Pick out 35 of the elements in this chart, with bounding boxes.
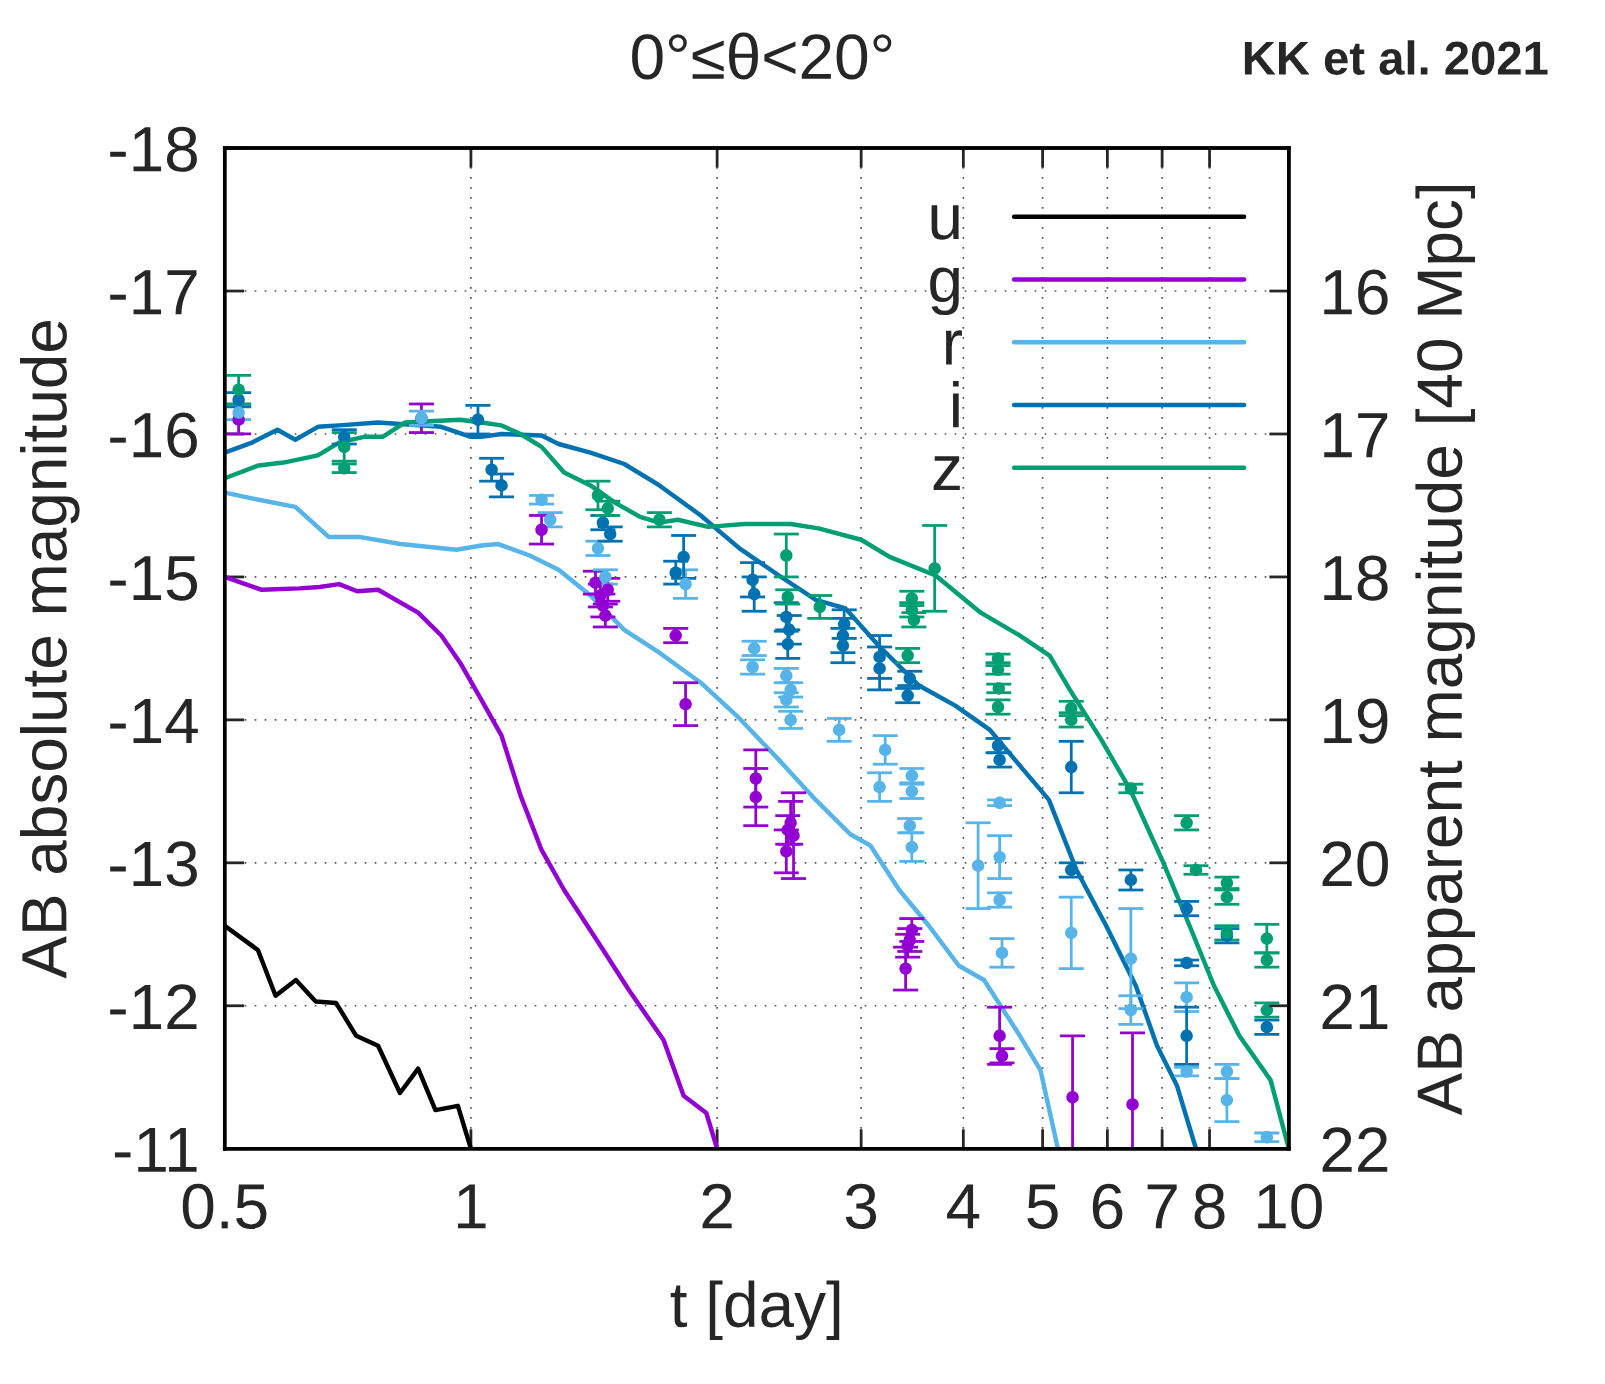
y2-tick-label: 18: [1324, 555, 1388, 601]
legend-label: r: [945, 330, 962, 365]
y-tick-label: -11: [114, 1127, 197, 1172]
y-tick-label: -13: [110, 841, 197, 887]
y2-tick-label: 20: [1322, 841, 1388, 887]
legend-label: z: [933, 456, 960, 491]
legend-label: g: [930, 267, 959, 316]
x-tick-label: 0.5: [182, 1183, 267, 1229]
x-tick-label: 6: [1092, 1183, 1123, 1229]
y-tick-label: -17: [110, 270, 197, 315]
x-tick-label: 8: [1194, 1183, 1225, 1229]
x-tick-label: 5: [1027, 1184, 1058, 1229]
y2-tick-label: 17: [1324, 413, 1388, 458]
y2-tick-label: 22: [1322, 1127, 1388, 1172]
x-tick-label: 10: [1258, 1183, 1322, 1229]
y-axis-title: AB absolute magnitude: [20, 320, 80, 979]
y2-axis-title: AB apparent magnitude [40 Mpc]: [1415, 185, 1475, 1116]
x-tick-label: 2: [702, 1183, 732, 1229]
text: KK et al. 2021: [1244, 40, 1548, 75]
y2-tick-label: 21: [1322, 984, 1388, 1029]
y-tick-label: -16: [110, 412, 197, 458]
x-tick-label: 4: [947, 1184, 980, 1229]
legend-label: u: [931, 205, 959, 240]
y-tick-label: -15: [110, 556, 198, 601]
x-tick-label: 1: [458, 1184, 486, 1229]
y-tick-label: -18: [110, 126, 197, 172]
x-tick-label: 7: [1147, 1184, 1177, 1229]
y-tick-label: -12: [110, 984, 197, 1029]
y2-tick-label: 19: [1324, 698, 1388, 744]
x-axis-title: t [day]: [670, 1280, 840, 1341]
chart-title: 0°≤θ<20°: [632, 32, 892, 80]
y-tick-label: -14: [110, 699, 198, 744]
y2-tick-label: 16: [1324, 269, 1388, 315]
legend-label: i: [953, 381, 959, 428]
x-tick-label: 3: [845, 1183, 877, 1229]
